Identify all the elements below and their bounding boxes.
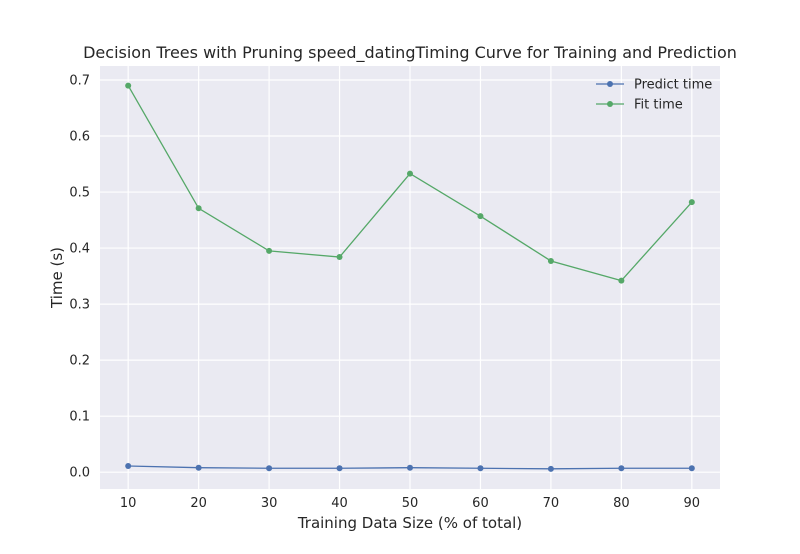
data-point xyxy=(688,199,695,206)
data-point xyxy=(125,82,132,89)
data-point xyxy=(618,465,625,472)
data-point xyxy=(547,465,554,472)
x-tick-label: 60 xyxy=(472,496,489,511)
legend-swatch-marker xyxy=(607,81,613,87)
x-tick-label: 80 xyxy=(613,496,630,511)
data-point xyxy=(336,465,343,472)
data-point xyxy=(688,465,695,472)
y-axis-label: Time (s) xyxy=(48,247,66,309)
legend-item: Predict time xyxy=(596,78,712,93)
y-tick-label: 0.4 xyxy=(69,242,90,257)
grid-lines xyxy=(100,66,720,489)
series-predict-time xyxy=(125,463,695,472)
data-point xyxy=(195,464,202,471)
x-tick-label: 90 xyxy=(684,496,701,511)
legend-label: Fit time xyxy=(634,98,683,113)
data-point xyxy=(547,257,554,264)
series-fit-time xyxy=(125,82,695,284)
data-point xyxy=(266,465,273,472)
x-axis-label: Training Data Size (% of total) xyxy=(297,514,522,532)
data-point xyxy=(407,464,413,471)
legend: Predict time Fit time xyxy=(596,78,712,113)
legend-swatch-marker xyxy=(607,101,613,107)
x-tick-labels: 10 20 30 40 50 60 70 80 90 xyxy=(120,496,700,511)
x-tick-label: 70 xyxy=(543,496,560,511)
y-tick-label: 0.0 xyxy=(69,466,90,481)
y-tick-label: 0.6 xyxy=(69,130,90,145)
data-point xyxy=(195,205,202,212)
data-point xyxy=(477,465,484,472)
legend-item: Fit time xyxy=(596,98,683,113)
data-point xyxy=(477,213,484,220)
data-point xyxy=(407,170,413,177)
y-tick-label: 0.7 xyxy=(69,74,90,89)
x-tick-label: 40 xyxy=(331,496,348,511)
y-tick-label: 0.1 xyxy=(69,410,90,425)
x-tick-label: 30 xyxy=(261,496,278,511)
data-point xyxy=(336,254,343,261)
x-tick-label: 20 xyxy=(190,496,207,511)
series-layer xyxy=(125,82,695,472)
x-tick-label: 50 xyxy=(402,496,419,511)
data-point xyxy=(125,463,132,470)
x-tick-label: 10 xyxy=(120,496,137,511)
legend-label: Predict time xyxy=(634,78,712,93)
y-tick-labels: 0.0 0.1 0.2 0.3 0.4 0.5 0.6 0.7 xyxy=(69,74,90,481)
y-tick-label: 0.3 xyxy=(69,298,90,313)
y-tick-label: 0.5 xyxy=(69,186,90,201)
y-tick-label: 0.2 xyxy=(69,354,90,369)
chart-title: Decision Trees with Pruning speed_dating… xyxy=(83,43,737,63)
data-point xyxy=(266,247,273,254)
data-point xyxy=(618,277,625,284)
